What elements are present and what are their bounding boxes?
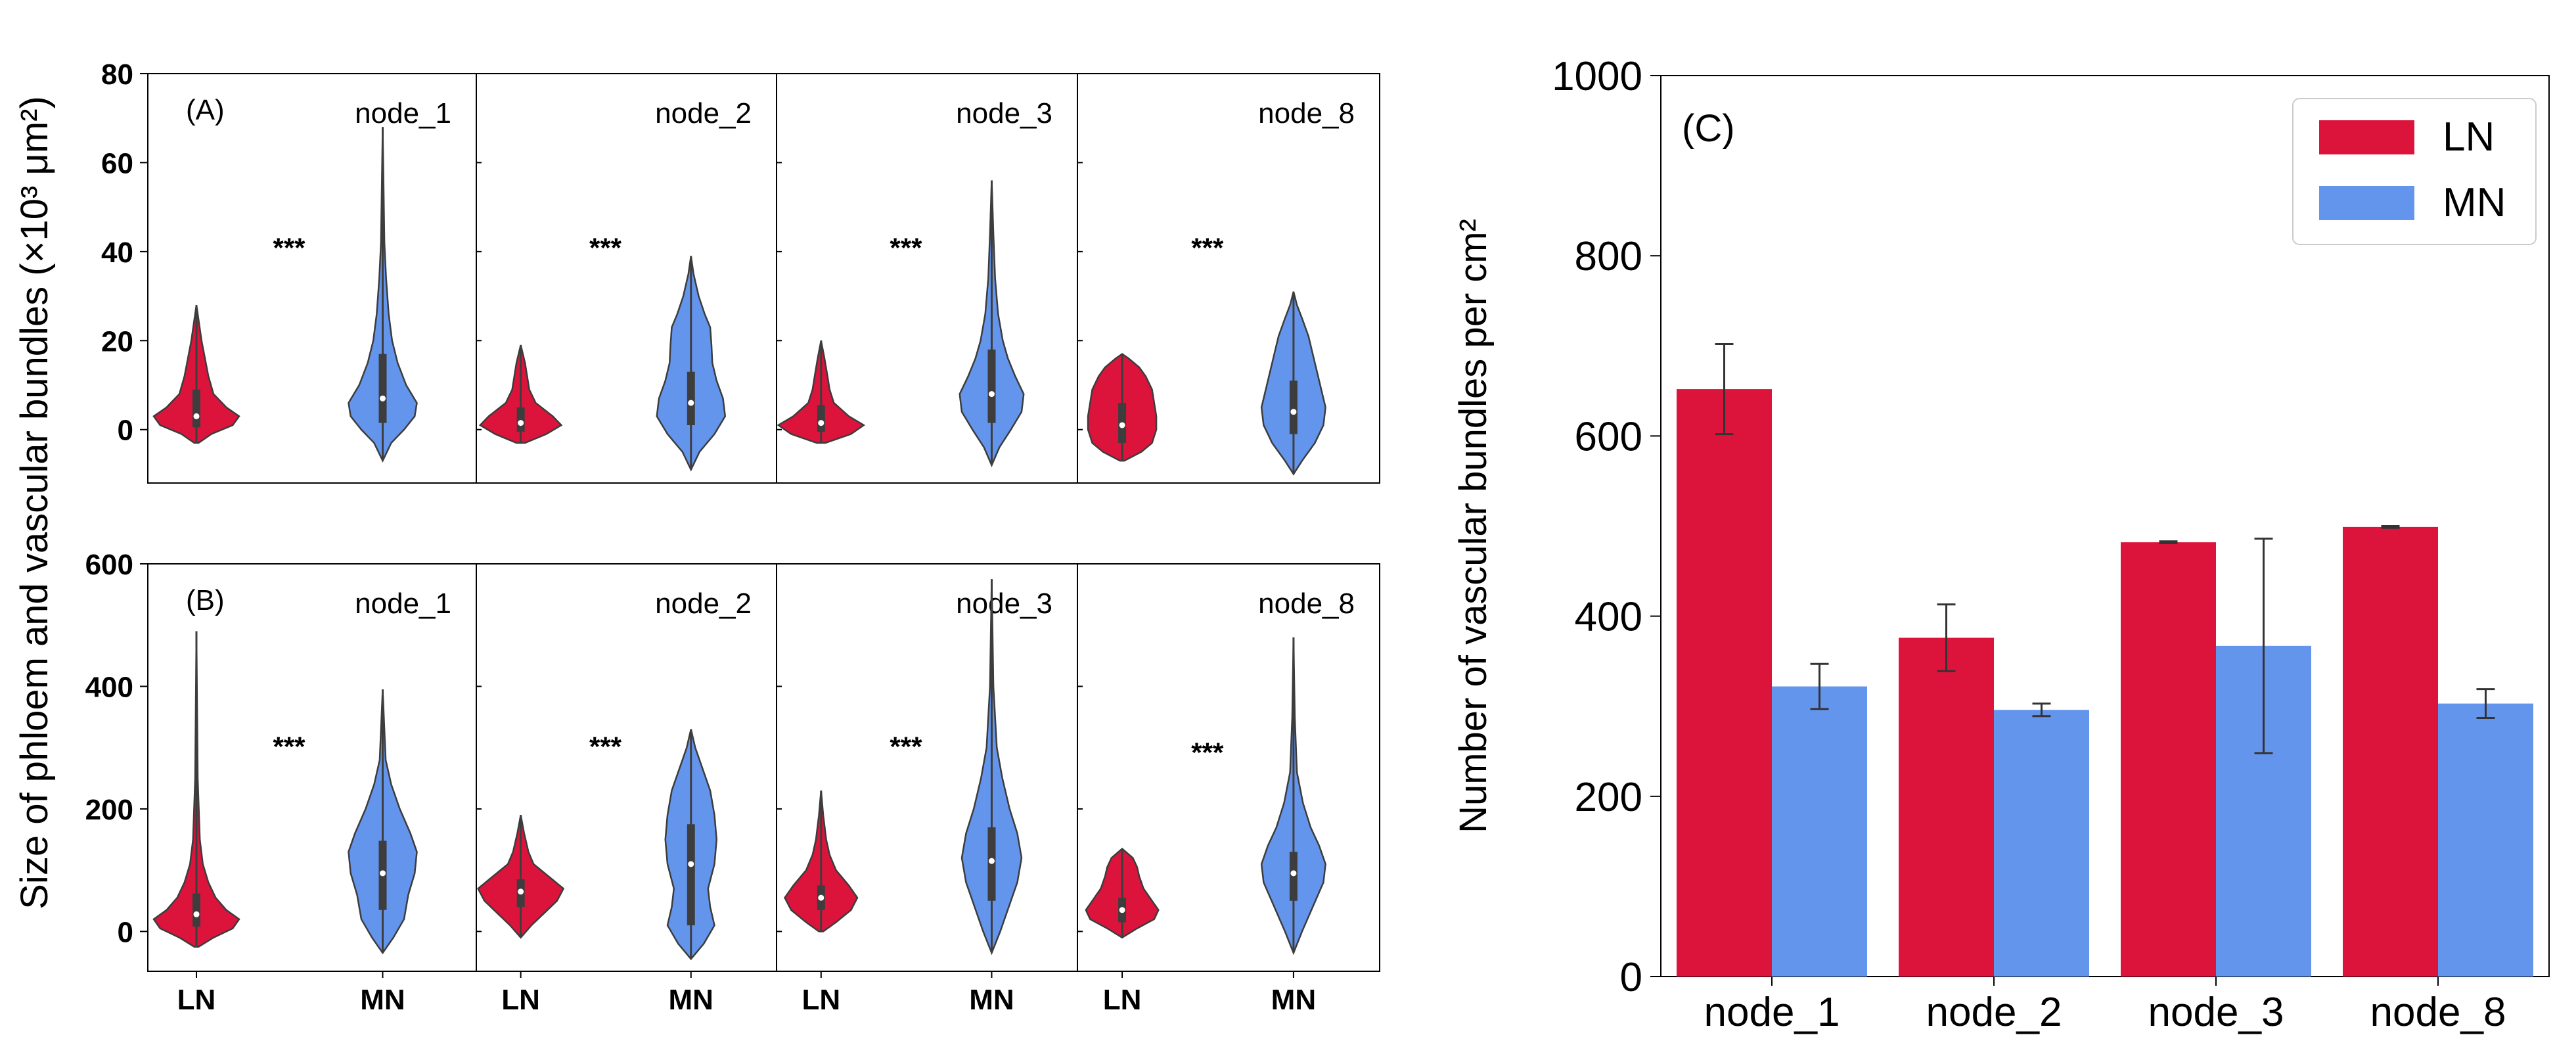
x-tick-label: node_3: [2148, 990, 2284, 1035]
violin-iqr-box: [687, 371, 695, 425]
violin-median-dot: [1290, 409, 1297, 415]
y-tick-label: 200: [85, 794, 133, 826]
violin-iqr-box: [817, 405, 825, 432]
x-tick-label: LN: [177, 984, 216, 1016]
violin-median-dot: [1119, 422, 1125, 428]
violin-iqr-box: [987, 349, 996, 423]
violin-iqr-box: [192, 893, 200, 927]
legend: LN MN: [2292, 98, 2537, 245]
y-tick-label: 40: [101, 237, 133, 269]
subplot-node-title: node_1: [355, 588, 451, 620]
significance-marker: ***: [1191, 232, 1224, 263]
x-tick-label: MN: [669, 984, 713, 1016]
significance-marker: ***: [1191, 737, 1224, 768]
bar-ln: [2343, 526, 2438, 977]
panel-b-violin-grid: 0 200 400 600 node_1 (B) LN MN *** node_2 LN MN *** n…: [85, 549, 1380, 1016]
x-tick-label: node_1: [1704, 990, 1840, 1035]
subplot-frame: [1077, 563, 1380, 972]
legend-label: MN: [2443, 180, 2506, 225]
significance-marker: ***: [890, 731, 922, 762]
violin-median-dot: [818, 894, 825, 901]
significance-marker: ***: [589, 232, 622, 263]
significance-marker: ***: [589, 731, 622, 762]
y-tick-label: 60: [101, 147, 133, 179]
y-tick-label: 0: [1620, 955, 1642, 1000]
violin-median-dot: [688, 400, 694, 406]
bar-ln: [2121, 542, 2216, 977]
y-tick-label: 0: [118, 415, 133, 447]
legend-swatch-ln: [2319, 120, 2414, 154]
bar-ln: [1677, 389, 1772, 977]
violin-iqr-box: [1289, 380, 1298, 434]
panel-label: (A): [186, 94, 225, 126]
y-tick-label: 80: [101, 58, 133, 91]
x-tick-label: node_2: [1926, 990, 2062, 1035]
subplot-node-title: node_8: [1258, 588, 1355, 620]
subplot-node-title: node_1: [355, 97, 451, 129]
y-tick-label: 400: [1575, 595, 1642, 640]
bar-ln: [1899, 637, 1994, 977]
subplot-frame: [1077, 73, 1380, 484]
legend-swatch-mn: [2319, 186, 2414, 220]
violin-median-dot: [818, 420, 825, 426]
y-tick-label: 600: [85, 549, 133, 581]
violin-median-dot: [193, 911, 200, 917]
violin-iqr-box: [687, 824, 695, 926]
panel-label: (C): [1682, 107, 1735, 150]
subplot-node-title: node_2: [655, 588, 752, 620]
axes-frame: [1660, 75, 2550, 977]
panel-a-violin-grid: 0 20 40 60 80 node_1 (A) *** node_2 *** node_3 *** n…: [101, 58, 1380, 484]
panel-c-bar-chart: 0 200 400 600 800 1000 Number of vascular bund…: [1452, 54, 2550, 1035]
violin-median-dot: [193, 413, 200, 419]
significance-marker: ***: [273, 731, 305, 762]
subplot-node-title: node_2: [655, 97, 752, 129]
shared-y-axis-label: Size of phloem and vascular bundles (×10…: [13, 96, 56, 910]
violin-iqr-box: [987, 827, 996, 901]
y-axis-label: Number of vascular bundles per cm²: [1452, 219, 1495, 833]
x-tick-label: LN: [501, 984, 540, 1016]
legend-label: LN: [2443, 114, 2495, 160]
y-tick-label: 200: [1575, 775, 1642, 820]
panel-label: (B): [186, 584, 225, 616]
subplot-node-title: node_3: [956, 97, 1052, 129]
significance-marker: ***: [890, 232, 922, 263]
violin-median-dot: [518, 420, 524, 426]
violin-median-dot: [518, 888, 524, 895]
x-tick-label: LN: [1103, 984, 1142, 1016]
subplot-node-title: node_8: [1258, 97, 1355, 129]
subplot-node-title: node_3: [956, 588, 1052, 620]
x-tick-label: node_8: [2370, 990, 2506, 1035]
violin-median-dot: [380, 870, 386, 877]
bar-mn: [2438, 703, 2533, 977]
violin-iqr-box: [1289, 852, 1298, 901]
bar-mn: [1994, 710, 2089, 977]
y-tick-label: 1000: [1552, 54, 1642, 99]
x-tick-label: MN: [969, 984, 1014, 1016]
violin-median-dot: [380, 395, 386, 402]
y-tick-label: 20: [101, 325, 133, 357]
y-tick-label: 800: [1575, 234, 1642, 279]
y-tick-label: 600: [1575, 414, 1642, 459]
violin-median-dot: [1290, 870, 1297, 877]
significance-marker: ***: [273, 232, 305, 263]
x-tick-label: MN: [360, 984, 405, 1016]
y-tick-label: 0: [118, 916, 133, 948]
x-tick-label: LN: [802, 984, 840, 1016]
y-tick-label: 400: [85, 671, 133, 703]
violin-median-dot: [688, 861, 694, 867]
violin-iqr-box: [192, 389, 200, 428]
violin-iqr-box: [378, 354, 387, 423]
violin-median-dot: [1119, 907, 1125, 913]
violin-median-dot: [988, 858, 995, 864]
violin-median-dot: [988, 391, 995, 398]
x-tick-label: MN: [1271, 984, 1316, 1016]
bar-mn: [1772, 686, 1867, 977]
violin-iqr-box: [516, 407, 525, 432]
